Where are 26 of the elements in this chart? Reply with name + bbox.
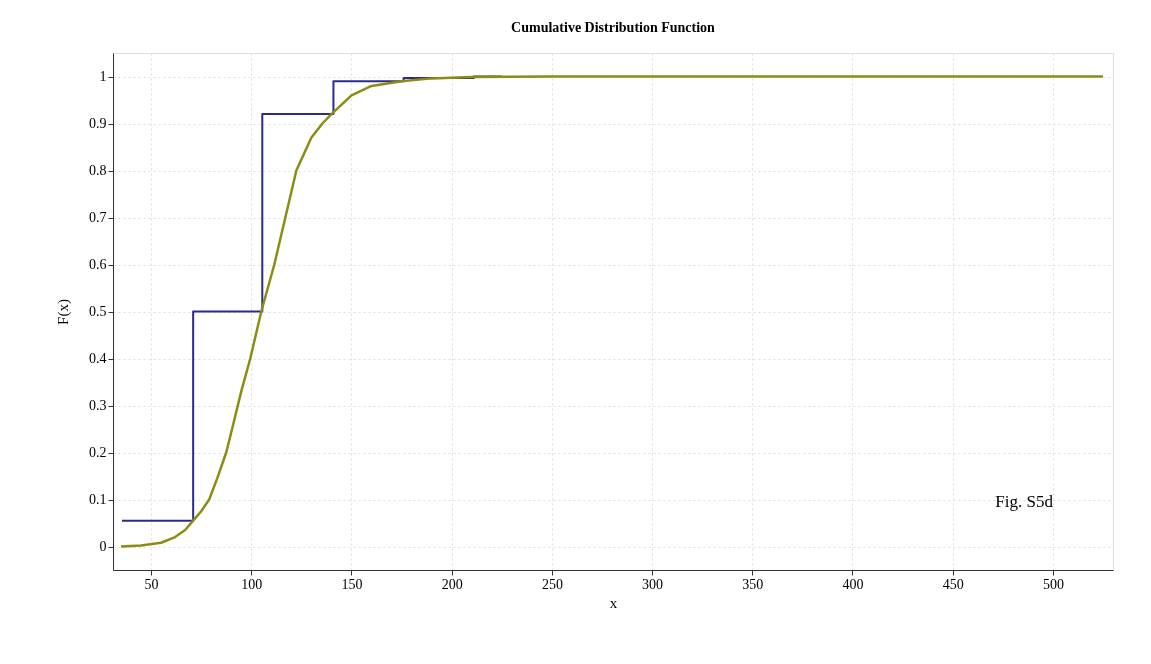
- chart-title: Cumulative Distribution Function: [511, 20, 716, 35]
- x-tick-label: 250: [541, 576, 563, 592]
- y-tick-label: 0.4: [89, 351, 107, 366]
- y-axis-title: F(x): [55, 299, 72, 325]
- annotation: Fig. S5d: [995, 492, 1054, 511]
- y-tick-label: 0.5: [89, 304, 107, 319]
- y-tick-label: 0.7: [89, 210, 107, 225]
- y-tick-label: 0: [99, 539, 107, 554]
- y-tick-label: 0.6: [89, 257, 107, 272]
- y-tick-label: 0.8: [89, 163, 107, 178]
- x-tick-label: 100: [241, 576, 263, 592]
- x-tick-label: 400: [842, 576, 864, 592]
- y-tick-label: 0.9: [89, 116, 107, 131]
- x-tick-label: 350: [742, 576, 764, 592]
- x-tick-label: 150: [341, 576, 363, 592]
- x-tick-label: 50: [144, 576, 159, 592]
- x-axis-title: x: [609, 594, 618, 611]
- x-tick-label: 300: [642, 576, 664, 592]
- y-tick-label: 0.1: [89, 492, 107, 507]
- y-tick-label: 0.2: [89, 445, 107, 460]
- x-tick-label: 450: [942, 576, 964, 592]
- x-tick-label: 500: [1042, 576, 1064, 592]
- x-tick-label: 200: [441, 576, 463, 592]
- line-series: [119, 75, 1105, 548]
- y-tick-label: 0.3: [89, 398, 107, 413]
- y-tick-label: 1: [99, 69, 107, 84]
